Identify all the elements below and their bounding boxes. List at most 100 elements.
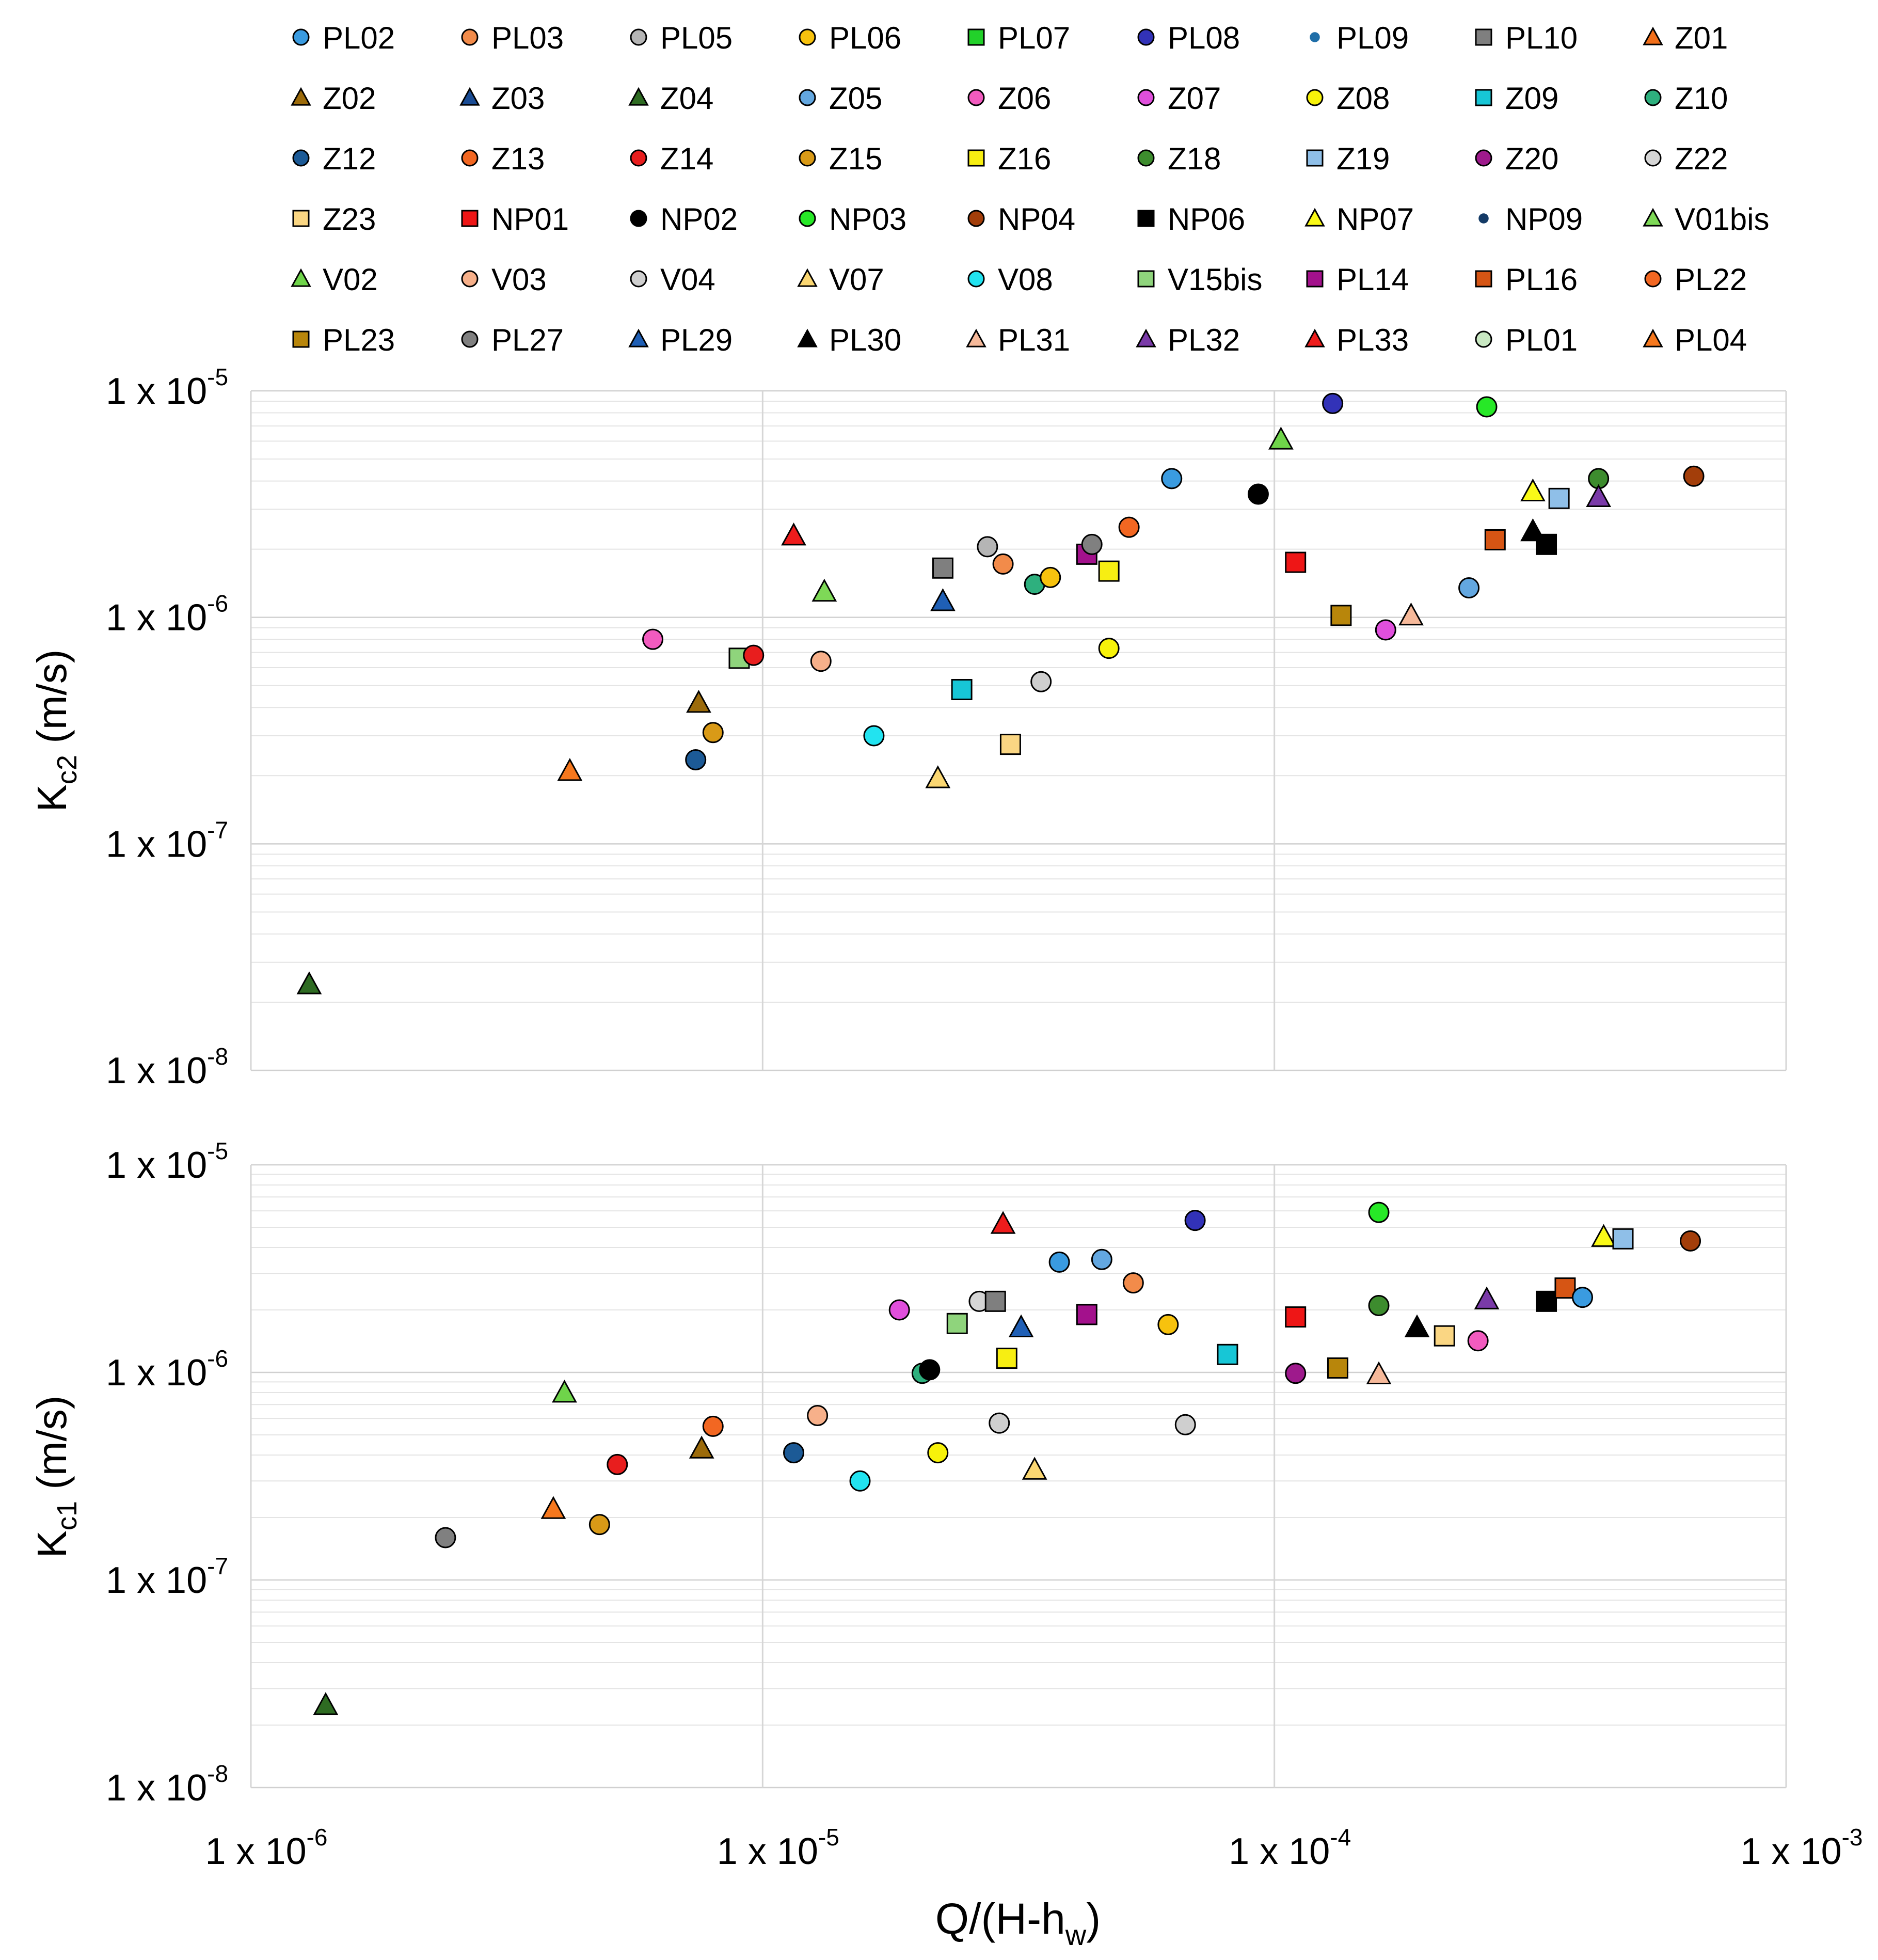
point-bottom-pl02 [1048,1251,1070,1273]
point-top-v07 [925,765,951,788]
legend-marker-np04 [967,210,985,227]
point-bottom-pl31 [1366,1361,1392,1384]
y-tick-label: 1 x 10-6 [106,590,228,639]
legend-label-pl10: PL10 [1505,21,1578,55]
x-tick-label: 1 x 10-5 [717,1824,839,1872]
legend-label-v08: V08 [998,262,1053,297]
legend-label-pl06: PL06 [829,21,901,55]
legend-marker-z06 [967,89,985,106]
point-bottom-pl22 [702,1415,724,1437]
legend-label-z05: Z05 [829,81,882,116]
point-bottom-z12 [783,1442,805,1464]
legend-label-pl22: PL22 [1675,262,1747,297]
legend-marker-z04 [628,87,649,106]
y-tick-label: 1 x 10-8 [106,1760,228,1809]
legend-label-pl32: PL32 [1168,323,1240,357]
point-top-pl06 [1040,566,1061,588]
legend-marker-z20 [1475,149,1492,167]
point-top-v02 [1268,426,1294,450]
point-bottom-pl03 [1122,1272,1144,1294]
legend-marker-z13 [461,149,479,167]
point-bottom-pl32 [1474,1286,1500,1309]
point-top-pl05 [977,536,998,558]
point-top-pl32 [1586,484,1612,507]
legend-marker-z03 [459,87,480,106]
point-bottom-pl14 [1076,1304,1097,1325]
legend-label-pl33: PL33 [1336,323,1409,357]
point-bottom-pl08 [1184,1210,1206,1231]
x-tick-label: 1 x 10-4 [1229,1824,1351,1872]
legend-marker-z01 [1643,26,1663,45]
legend-label-pl27: PL27 [491,323,564,357]
legend-label-pl31: PL31 [998,323,1070,357]
point-bottom-pl10 [984,1290,1006,1312]
legend-marker-pl02 [292,28,310,46]
legend-marker-z16 [967,149,985,167]
legend-marker-z15 [799,149,816,167]
legend-label-z14: Z14 [660,141,713,176]
point-top-v03 [810,651,832,672]
legend-label-v01bis: V01bis [1675,202,1769,236]
point-top-pl27 [1081,533,1103,555]
y-axis-label: Kc2 (m/s) [29,650,83,812]
legend-marker-np03 [799,210,816,227]
legend-label-pl08: PL08 [1168,21,1240,55]
point-top-z09 [951,678,973,700]
point-bottom-z04 [313,1692,339,1715]
point-bottom-np03 [1368,1202,1390,1223]
legend-marker-pl30 [797,328,818,347]
legend-label-z06: Z06 [998,81,1051,116]
legend-label-z01: Z01 [1675,21,1728,55]
legend-label-np07: NP07 [1336,202,1414,236]
point-top-np06 [1536,533,1557,555]
legend-label-v03: V03 [491,262,547,297]
point-bottom-v04 [1174,1414,1196,1435]
legend-label-v04: V04 [660,262,715,297]
legend-label-np09: NP09 [1505,202,1583,236]
point-bottom-z20 [1285,1363,1307,1384]
point-bottom-z07 [888,1299,910,1321]
point-top-np04 [1683,465,1705,487]
legend-label-pl29: PL29 [660,323,733,357]
point-bottom-pl27 [435,1527,456,1548]
legend-label-z23: Z23 [323,202,376,236]
legend-marker-z23 [292,210,310,227]
point-top-z12 [685,749,707,771]
y-axis-label: Kc1 (m/s) [29,1396,83,1558]
point-bottom-pl33 [990,1211,1016,1234]
legend-marker-z14 [630,149,647,167]
legend-label-z22: Z22 [1675,141,1728,176]
x-axis-label: Q/(H-hw) [935,1894,1101,1951]
point-top-pl33 [781,523,806,546]
legend-marker-v07 [797,268,818,287]
legend: PL02 PL03 PL05 PL06 PL07 PL08 PL09 PL10 Z01 Z02 Z0… [291,21,1769,357]
y-tick-label: 1 x 10-7 [106,1553,228,1601]
legend-label-pl16: PL16 [1505,262,1578,297]
point-top-z19 [1548,487,1570,509]
legend-label-pl03: PL03 [491,21,564,55]
legend-marker-pl32 [1136,328,1156,347]
legend-label-pl23: PL23 [323,323,395,357]
y-tick-label: 1 x 10-8 [106,1043,228,1092]
legend-label-z07: Z07 [1168,81,1221,116]
chart-top-kc2: 1 x 10-8 1 x 10-7 1 x 10-6 1 x 10-5 Kc2 (m/s… [29,363,1787,1092]
point-top-z14 [743,644,765,666]
point-bottom-z16 [996,1348,1017,1369]
legend-marker-pl01 [1475,330,1492,348]
legend-label-pl07: PL07 [998,21,1070,55]
legend-label-pl02: PL02 [323,21,395,55]
point-top-z16 [1098,560,1120,582]
point-bottom-z09 [1217,1343,1238,1365]
point-top-pl29 [930,588,956,611]
point-top-z02 [686,689,711,713]
legend-label-z20: Z20 [1505,141,1558,176]
legend-label-z08: Z08 [1336,81,1390,116]
point-top-v01bis [811,578,837,602]
point-bottom-z14 [607,1453,628,1475]
legend-marker-pl29 [628,328,649,347]
legend-marker-pl16 [1475,270,1492,288]
point-bottom-np02 [919,1359,941,1381]
point-top-v04 [1030,671,1052,692]
point-top-z05 [1458,577,1480,598]
